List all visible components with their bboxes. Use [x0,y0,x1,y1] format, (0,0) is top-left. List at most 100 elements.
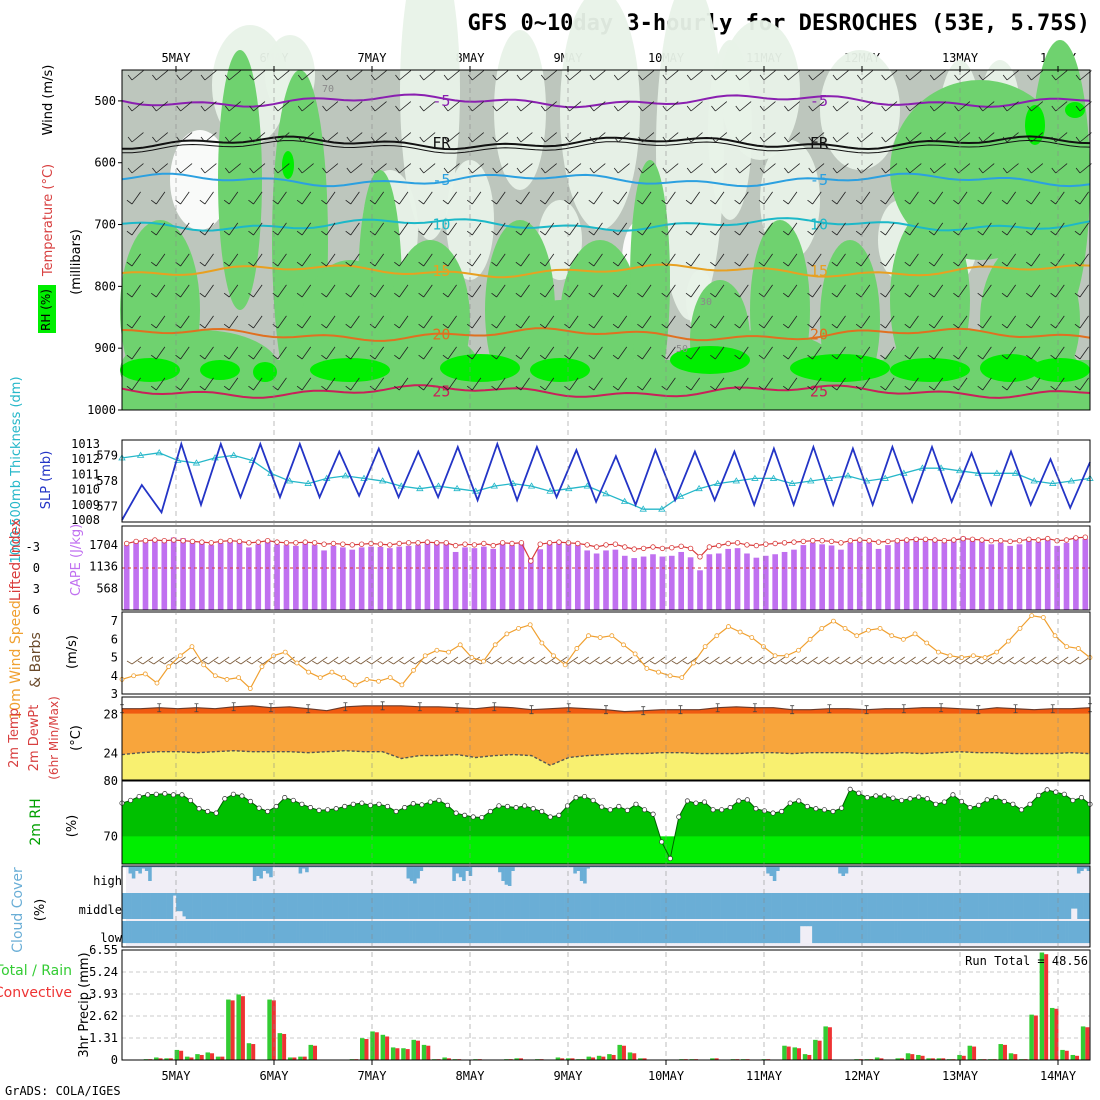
rh-saturated [530,358,590,382]
precip-total-bar [926,1058,931,1060]
cloud-bar-middle [392,893,397,919]
wind-barb [661,191,676,205]
cloud-bar-high [815,866,819,868]
wind-barb [1027,132,1044,143]
wind-barb [880,284,895,298]
cape-bar [922,538,929,610]
cloud-bar-low [323,921,327,944]
cloud-bar-high [524,866,528,868]
cloud-bar-low [473,921,477,944]
wind-barb [637,191,652,205]
thickness-point [881,474,889,481]
wind-barb [223,222,239,236]
wind-barb [977,346,992,360]
wind-barb [369,253,385,267]
cape-bar [1063,542,1070,610]
thickness-point [136,451,145,458]
wind-barb [394,346,409,360]
cloud-bar-middle [150,893,155,919]
wind-barb [855,377,871,391]
cloud-bar-middle [555,893,559,919]
precip-tick: 6.55 [89,943,118,957]
precip-convective-bar [1013,1054,1018,1060]
rh2m-point [393,808,399,814]
cloud-bar-middle [819,893,823,919]
wind-barb [686,132,703,143]
cloud-bar-middle [914,893,919,919]
cloud-bar-low [167,921,172,944]
wind-speed-point [1017,626,1023,631]
rh-saturated [980,354,1040,382]
wind-barb [150,253,166,267]
wind-barb [905,132,922,143]
cloud-bar-middle [736,893,741,919]
lifted-index-point [161,538,167,544]
cloud-bar-low [274,921,279,944]
date-label-top: 8MAY [456,51,486,65]
cape-bar [527,558,534,610]
temp-tick: 24 [104,747,118,761]
cloud-bar-high [249,866,254,868]
precip-convective-bar [292,1057,297,1060]
cloud-bar-low [986,921,990,944]
cloud-bar-high [429,866,433,868]
cloud-bar-high [314,866,319,868]
wind-barb [1001,253,1017,267]
cape-bar [734,548,741,610]
precip-convective-bar [446,1058,451,1060]
wind-barb [394,191,409,205]
precip-convective-bar [591,1057,596,1060]
cloud-bar-high [795,866,800,868]
cloud-bar-high [292,866,296,868]
wind-barb [929,163,946,174]
wind-barb [491,315,506,329]
wind-barb [126,377,141,391]
cloud-bar-middle [1077,893,1081,919]
rh2m-point [325,807,331,813]
wind-barb [612,253,628,267]
wind-barb [564,284,579,298]
wind-legend-label: Wind (m/s) [41,65,56,136]
cloud-bar-middle [991,893,995,919]
cloud-bar-middle [781,893,785,919]
cloud-bar-middle [172,893,177,896]
wind-speed-point [1075,646,1081,651]
precip-total-bar [1008,1053,1014,1060]
wind-speed-point [504,631,510,637]
isotherm-line [121,384,1091,399]
cloud-bar-high [589,866,594,868]
cloud-bar-middle [746,893,750,919]
cloud-bar-high [462,866,466,881]
wind-barb [662,132,679,143]
cloud-bar-low [970,921,975,944]
wind-barb [152,70,169,81]
cloud-bar-low [613,921,617,944]
cape-bar [1082,538,1089,610]
wind10m-barb [769,656,786,665]
cape-bar [199,542,205,610]
cloud-bar-high [972,866,976,868]
lifted-index-point [481,540,487,547]
cloud-bar-low [470,921,474,944]
wind10m-barb [224,656,241,665]
cloud-bar-low [741,921,746,944]
minmax-bar [604,705,608,715]
wind-barb [612,346,628,360]
rh2m-point [299,801,305,807]
cloud-bar-low [931,921,935,944]
cloud-bar-high [776,866,780,871]
wind10m-barb [126,656,143,665]
cloud-bar-low [870,921,874,944]
cloud-bar-low [610,921,614,944]
cloud-bar-low [900,921,905,944]
cloud-bar-middle [628,893,632,919]
wind-barb [564,253,579,267]
cape-bar [133,542,139,610]
cloud-bar-high [936,866,940,868]
cloud-bar-high [373,866,378,868]
lifted-index-point [904,537,910,543]
cloud-bar-middle [790,893,795,919]
wind-speed-point [842,626,848,631]
thickness-point [304,479,312,486]
wind-barb [224,70,241,81]
